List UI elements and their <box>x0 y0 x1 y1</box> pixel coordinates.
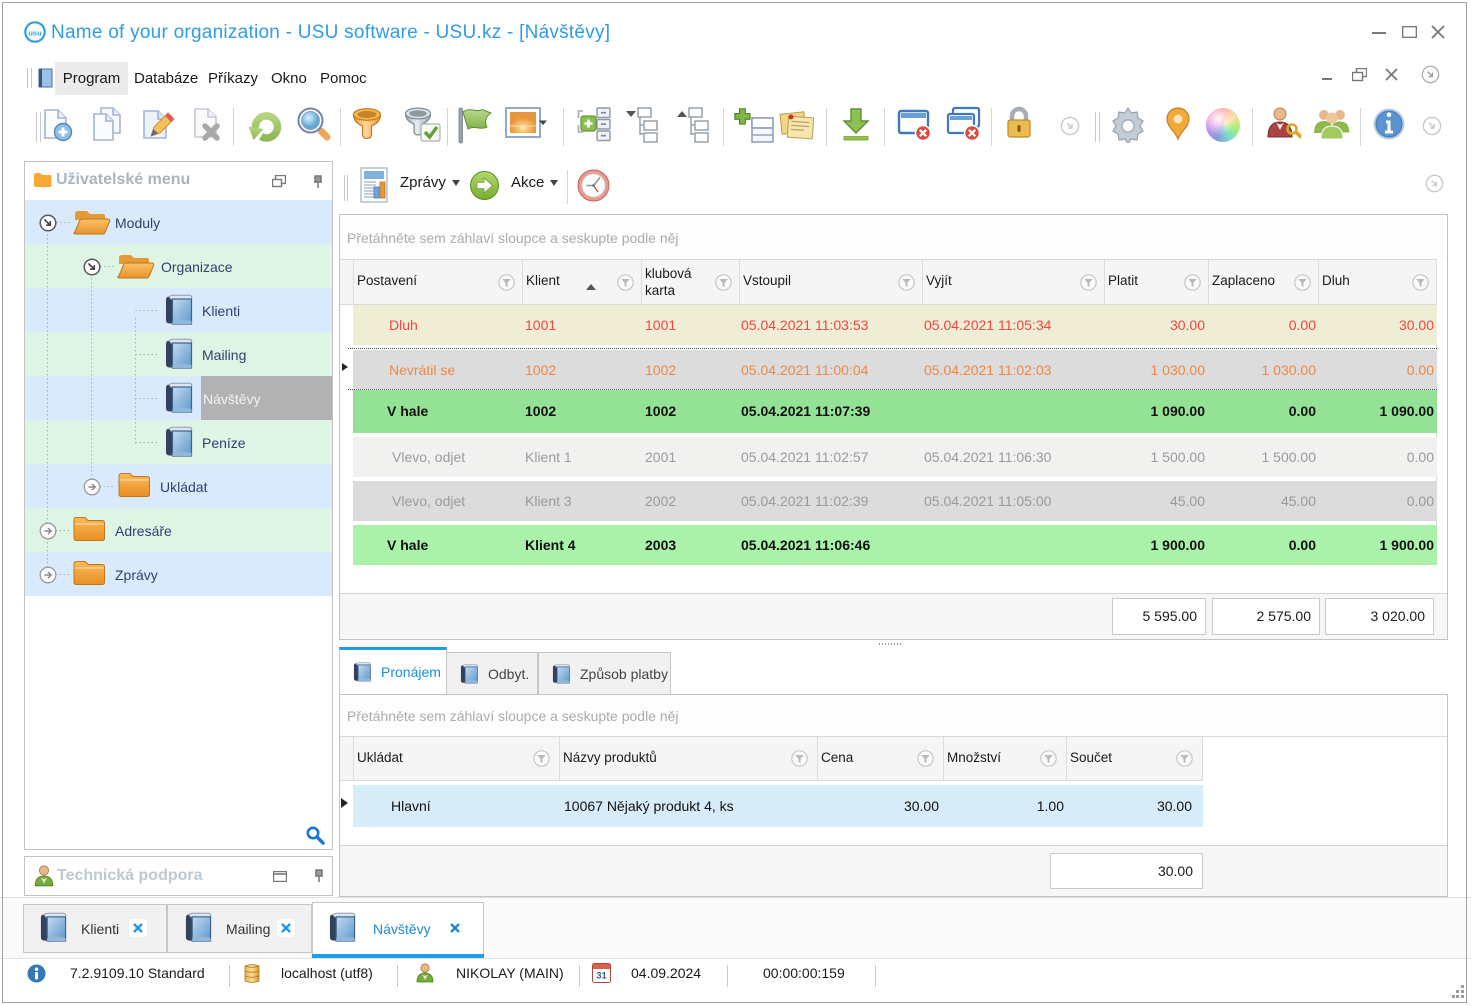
svg-text:usu: usu <box>28 29 42 38</box>
svg-text:31: 31 <box>596 971 607 982</box>
